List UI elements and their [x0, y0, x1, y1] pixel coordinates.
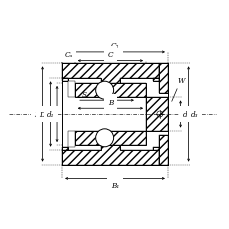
Polygon shape [152, 79, 158, 81]
Text: S: S [81, 90, 86, 98]
Polygon shape [62, 79, 68, 81]
Polygon shape [68, 81, 74, 98]
Polygon shape [74, 84, 145, 98]
Text: Cₐ: Cₐ [64, 51, 72, 59]
Polygon shape [62, 148, 68, 150]
Text: B: B [107, 98, 113, 106]
Text: sp: sp [45, 113, 52, 118]
Polygon shape [62, 144, 158, 165]
Text: D: D [34, 111, 40, 118]
Circle shape [95, 82, 113, 100]
Polygon shape [158, 136, 167, 165]
Text: d₃: d₃ [190, 111, 198, 118]
Text: sp: sp [38, 112, 45, 117]
Text: D₁: D₁ [39, 111, 48, 118]
Polygon shape [158, 64, 167, 93]
Text: d: d [182, 111, 187, 118]
Text: D: D [34, 111, 40, 118]
Polygon shape [62, 64, 158, 85]
Text: C: C [107, 51, 113, 59]
Text: W: W [177, 76, 185, 85]
Polygon shape [145, 98, 167, 131]
Text: B₁: B₁ [110, 181, 119, 189]
Polygon shape [152, 148, 158, 150]
Circle shape [95, 129, 113, 147]
Polygon shape [74, 131, 145, 145]
Text: C₂: C₂ [110, 42, 119, 50]
Polygon shape [68, 131, 74, 148]
Text: d₁: d₁ [47, 111, 55, 118]
